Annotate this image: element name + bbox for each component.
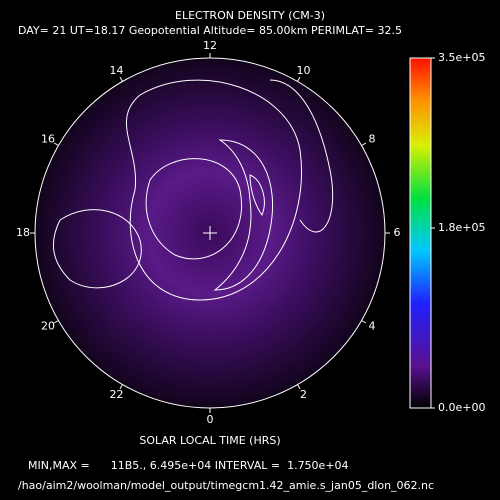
hour-tick	[297, 76, 301, 82]
hour-label: 12	[203, 39, 217, 52]
hour-tick	[119, 384, 123, 390]
hour-label: 6	[394, 226, 401, 239]
hour-label: 8	[368, 133, 375, 146]
hour-label: 16	[41, 133, 55, 146]
chart-subtitle: DAY= 21 UT=18.17 Geopotential Altitude= …	[18, 24, 402, 37]
contour-line	[249, 174, 265, 217]
hour-tick	[53, 142, 59, 146]
source-path: /hao/aim2/woolman/model_output/timegcm1.…	[18, 479, 434, 492]
chart-title: ELECTRON DENSITY (CM-3)	[175, 9, 325, 22]
hour-tick	[297, 384, 301, 390]
coastline	[269, 79, 334, 233]
hour-label: 4	[368, 320, 375, 333]
hour-tick	[361, 142, 367, 146]
contour-line	[213, 139, 274, 291]
coastline	[145, 158, 242, 260]
x-axis-label: SOLAR LOCAL TIME (HRS)	[139, 434, 280, 447]
hour-label: 14	[110, 64, 124, 77]
colorbar-tick-label: 0.0e+00	[438, 401, 485, 414]
colorbar-tick-label: 3.5e+05	[438, 51, 485, 64]
hour-tick	[53, 320, 59, 324]
contour-line	[125, 79, 302, 301]
hour-label: 22	[110, 388, 124, 401]
hour-label: 18	[16, 226, 30, 239]
hour-label: 20	[41, 320, 55, 333]
hour-label: 0	[207, 413, 214, 426]
hour-label: 2	[300, 388, 307, 401]
hour-label: 10	[297, 64, 311, 77]
footer-stats: MIN,MAX = 11B5., 6.495e+04 INTERVAL = 1.…	[28, 459, 349, 472]
contours	[52, 79, 334, 301]
hour-tick	[361, 320, 367, 324]
colorbar-tick-label: 1.8e+05	[438, 221, 485, 234]
colorbar	[409, 57, 432, 409]
coastline	[52, 209, 142, 289]
hour-tick	[119, 76, 123, 82]
